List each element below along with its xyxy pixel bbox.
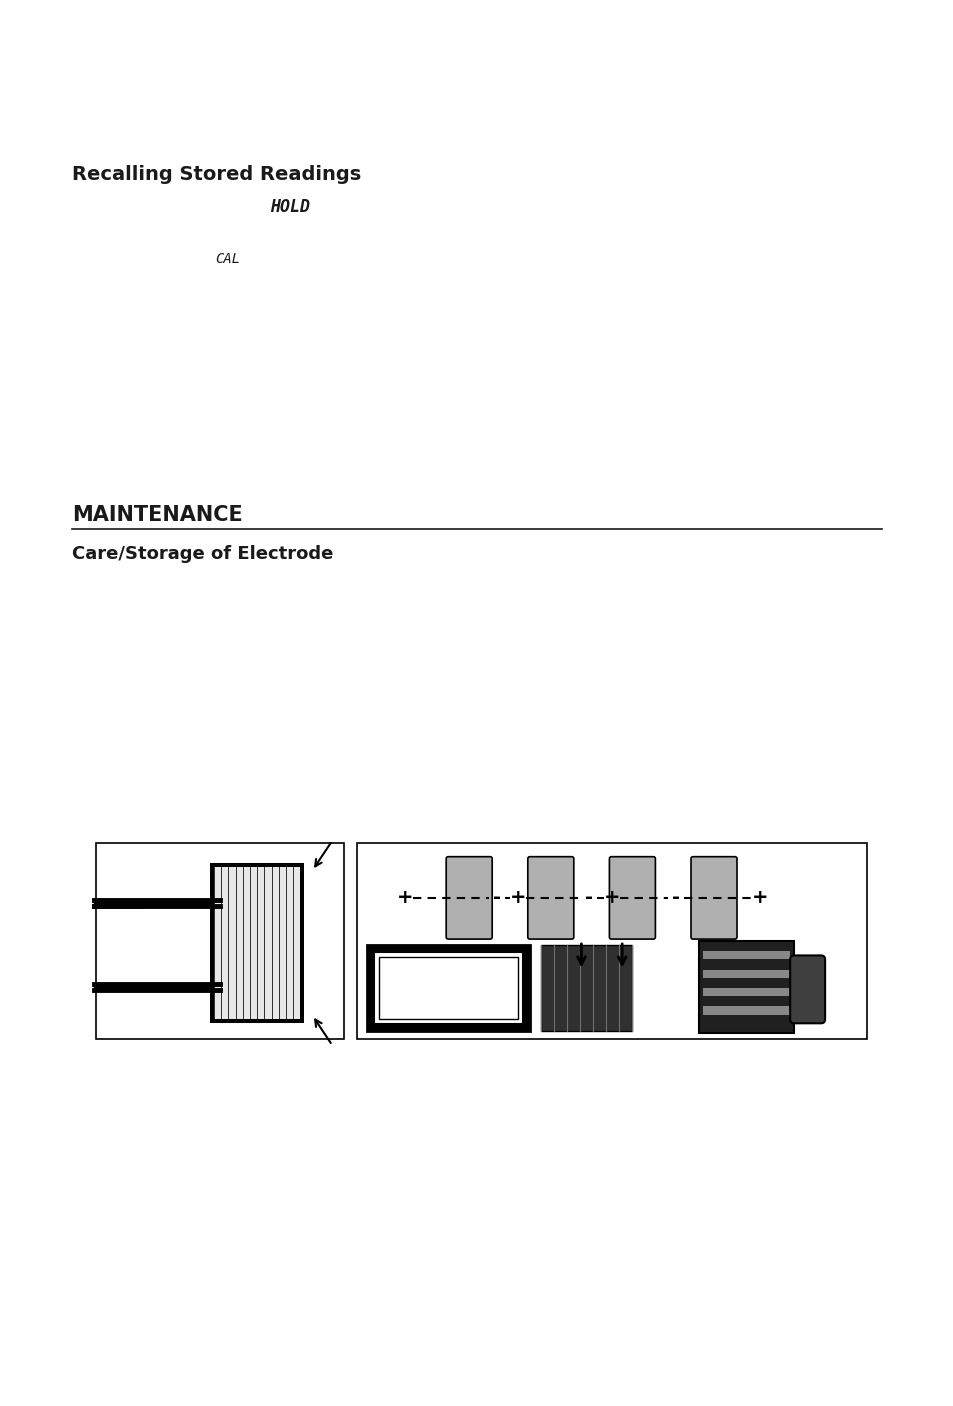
Bar xyxy=(698,941,793,1033)
Bar xyxy=(702,970,789,977)
Text: +: + xyxy=(396,889,414,907)
Text: CAL: CAL xyxy=(214,252,240,266)
Bar xyxy=(213,866,300,1019)
Text: -: - xyxy=(671,889,679,907)
FancyBboxPatch shape xyxy=(527,856,573,939)
Text: HOLD: HOLD xyxy=(270,198,310,217)
FancyBboxPatch shape xyxy=(609,856,655,939)
Bar xyxy=(702,1007,789,1015)
FancyBboxPatch shape xyxy=(789,956,824,1024)
Text: Care/Storage of Electrode: Care/Storage of Electrode xyxy=(71,546,333,562)
FancyBboxPatch shape xyxy=(690,856,737,939)
Text: +: + xyxy=(751,889,767,907)
Bar xyxy=(367,945,530,1031)
Text: MAINTENANCE: MAINTENANCE xyxy=(71,505,242,524)
Bar xyxy=(374,952,523,1024)
Bar xyxy=(356,844,866,1039)
Text: -: - xyxy=(584,889,593,907)
Text: +: + xyxy=(603,889,619,907)
Bar xyxy=(702,950,789,959)
FancyBboxPatch shape xyxy=(446,856,492,939)
Bar xyxy=(96,844,344,1039)
Bar xyxy=(378,957,517,1019)
Bar xyxy=(702,988,789,997)
Bar xyxy=(210,863,304,1024)
Text: Recalling Stored Readings: Recalling Stored Readings xyxy=(71,165,361,184)
Text: -: - xyxy=(493,889,500,907)
Bar xyxy=(540,945,632,1031)
Text: +: + xyxy=(509,889,525,907)
